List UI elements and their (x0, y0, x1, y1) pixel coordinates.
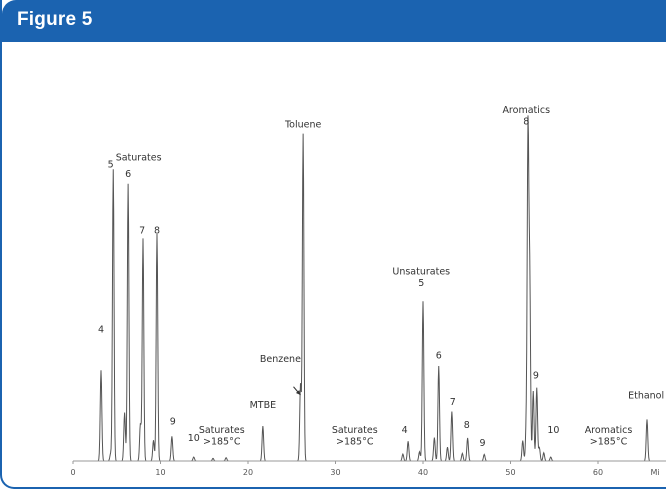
peak-label: Benzene (260, 354, 301, 365)
peak-label: MTBE (250, 400, 277, 411)
x-tick-label: 60 (593, 468, 603, 477)
peak-label: 6 (436, 351, 442, 362)
peak-label: Saturates (199, 425, 245, 436)
peak-label: Saturates (116, 153, 162, 164)
peak-label: Unsaturates (392, 267, 450, 278)
peak-label: 5 (418, 278, 424, 289)
peak-label: 9 (533, 371, 539, 382)
peak-label: Toluene (284, 120, 322, 131)
peak-label: 4 (98, 324, 104, 335)
peak-label: Saturates (332, 425, 378, 436)
peak-label: Aromatics (585, 425, 633, 436)
peak-label: >185°C (336, 437, 374, 448)
peak-label: 5 (108, 159, 114, 170)
peak-label: >185°C (203, 437, 241, 448)
peak-label: 7 (450, 397, 456, 408)
peak-label: 9 (479, 438, 485, 449)
peak-label: 7 (139, 225, 145, 236)
peak-label: 6 (125, 169, 131, 180)
benzene-arrow-head (295, 390, 301, 395)
peak-label: 9 (170, 417, 176, 428)
peak-label: >185°C (590, 437, 628, 448)
peak-label: 10 (188, 433, 200, 444)
x-tick-label: 40 (418, 468, 428, 477)
peak-label: Aromatics (502, 105, 550, 116)
x-tick-label: 30 (330, 468, 340, 477)
x-axis-label: Mi (651, 468, 660, 477)
figure-title: Figure 5 (17, 9, 93, 30)
peak-label: 8 (154, 225, 160, 236)
peak-label: 8 (523, 116, 529, 127)
figure-header: Figure 5 (2, 0, 666, 42)
peak-label: 10 (547, 425, 559, 436)
peak-label: 4 (402, 425, 408, 436)
x-tick-label: 10 (155, 468, 165, 477)
x-tick-label: 0 (70, 468, 75, 477)
x-tick-label: 50 (505, 468, 515, 477)
chromatogram-trace (73, 115, 666, 462)
peak-label: Ethanol (628, 390, 664, 401)
x-tick-label: 20 (243, 468, 253, 477)
peak-label: 8 (464, 420, 470, 431)
